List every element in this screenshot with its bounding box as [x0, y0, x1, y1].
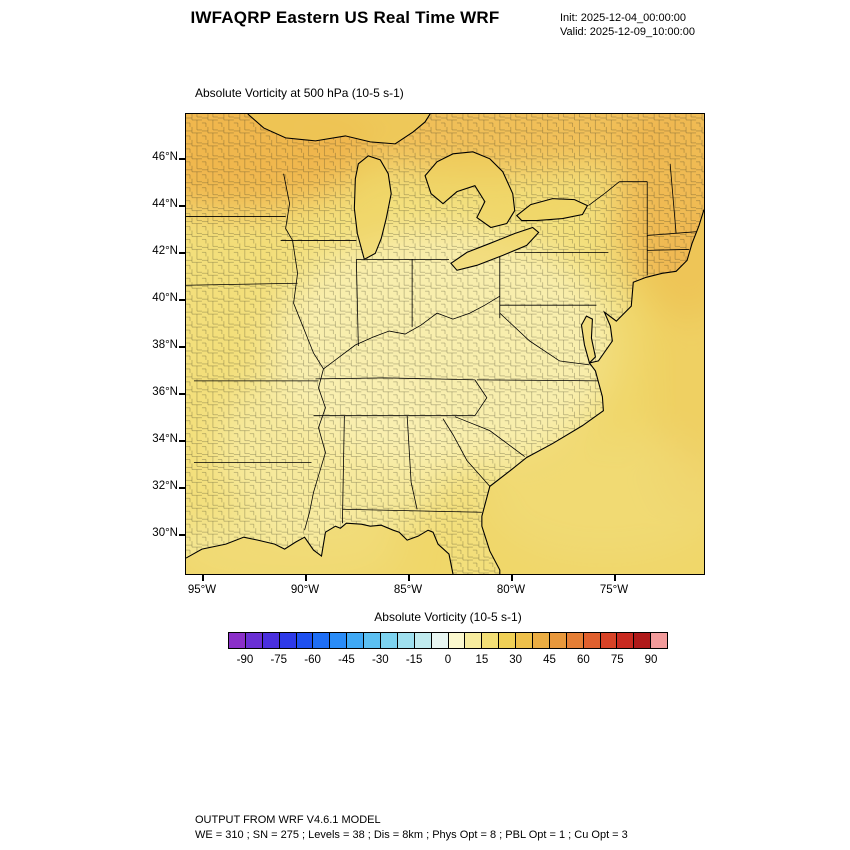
colorbar-segment [447, 632, 466, 649]
lat-tick-mark [179, 158, 186, 160]
lat-tick-mark [179, 346, 186, 348]
map-title: Absolute Vorticity at 500 hPa (10-5 s-1) [195, 86, 404, 100]
map-svg [186, 114, 704, 574]
page-title: IWFAQRP Eastern US Real Time WRF [190, 8, 500, 27]
colorbar-tick-label: 75 [610, 654, 624, 666]
lon-tick-mark [511, 574, 513, 581]
lat-tick-label: 38°N [152, 339, 178, 351]
lat-tick-mark [179, 299, 186, 301]
colorbar-segment [548, 632, 567, 649]
lon-tick-mark [305, 574, 307, 581]
state-borders [186, 163, 700, 531]
colorbar-segment [346, 632, 365, 649]
lat-tick-label: 32°N [152, 480, 178, 492]
colorbar-segment [278, 632, 297, 649]
lon-tick-label: 95°W [187, 584, 217, 596]
lat-tick-mark [179, 252, 186, 254]
lat-tick-mark [179, 205, 186, 207]
colorbar-segment [599, 632, 618, 649]
lat-tick-label: 34°N [152, 433, 178, 445]
valid-timestamp: Valid: 2025-12-09_10:00:00 [560, 25, 695, 38]
colorbar-segment [650, 632, 669, 649]
lon-tick-mark [614, 574, 616, 581]
colorbar-segment [430, 632, 449, 649]
lake-erie [450, 227, 539, 271]
colorbar-segment [616, 632, 635, 649]
lon-tick-label: 75°W [599, 584, 629, 596]
colorbar-tick-label: -30 [371, 654, 389, 666]
colorbar-segment [295, 632, 314, 649]
colorbar-segment [261, 632, 280, 649]
colorbar-segment [380, 632, 398, 649]
colorbar-tick-label: -45 [338, 654, 355, 666]
colorbar-segment [565, 632, 584, 649]
atlantic-ocean [481, 209, 704, 574]
colorbar-segment [532, 632, 550, 649]
colorbar-segment [413, 632, 432, 649]
gulf-of-mexico [186, 523, 453, 574]
lon-tick-label: 80°W [496, 584, 526, 596]
colorbar-segment [464, 632, 483, 649]
run-timestamps: Init: 2025-12-04_00:00:00 Valid: 2025-12… [560, 12, 695, 40]
colorbar-segment [312, 632, 331, 649]
colorbar-segment [633, 632, 652, 649]
lon-tick-label: 85°W [393, 584, 423, 596]
colorbar-tick-label: 60 [576, 654, 590, 666]
footer-model-line: OUTPUT FROM WRF V4.6.1 MODEL [195, 814, 381, 826]
colorbar-segment [228, 632, 246, 649]
lat-tick-label: 36°N [152, 386, 178, 398]
colorbar-segment [329, 632, 348, 649]
lat-tick-mark [179, 393, 186, 395]
lat-axis: 46°N 44°N 42°N 40°N 38°N 36°N 34°N 32°N 30°N [120, 113, 178, 575]
lat-tick-mark [179, 487, 186, 489]
lat-tick-mark [179, 440, 186, 442]
colorbar-tick-label: 15 [475, 654, 489, 666]
colorbar-segments [228, 632, 669, 649]
footer-config-line: WE = 310 ; SN = 275 ; Levels = 38 ; Dis … [195, 828, 628, 841]
coastline [186, 114, 704, 574]
map-canvas [179, 113, 705, 581]
lat-tick-label: 40°N [152, 292, 178, 304]
colorbar-tick-label: 90 [644, 654, 658, 666]
colorbar-tick-label: 30 [509, 654, 523, 666]
lake-huron [425, 151, 515, 228]
lat-tick-label: 30°N [152, 527, 178, 539]
colorbar-segment [498, 632, 517, 649]
colorbar-title: Absolute Vorticity (10-5 s-1) [374, 610, 522, 624]
lon-tick-label: 90°W [290, 584, 320, 596]
colorbar-segment [515, 632, 534, 649]
colorbar-segment [363, 632, 382, 649]
colorbar-segment [396, 632, 415, 649]
footer-notes: OUTPUT FROM WRF V4.6.1 MODEL WE = 310 ; … [195, 813, 628, 843]
colorbar-tick-label: -60 [304, 654, 321, 666]
colorbar-ticks: -90 -75 -60 -45 -30 -15 0 15 30 45 60 75 90 [228, 654, 668, 670]
colorbar-tick-label: -90 [236, 654, 254, 666]
init-timestamp: Init: 2025-12-04_00:00:00 [560, 12, 686, 24]
lon-tick-mark [202, 574, 204, 581]
lake-superior [247, 114, 431, 144]
colorbar-tick-label: -75 [270, 654, 288, 666]
colorbar-tick-label: -15 [405, 654, 423, 666]
lat-tick-label: 42°N [152, 245, 178, 257]
lon-tick-mark [408, 574, 410, 581]
water-areas [186, 114, 704, 574]
lat-tick-label: 44°N [152, 198, 178, 210]
colorbar-tick-label: 0 [444, 654, 452, 666]
colorbar-segment [244, 632, 263, 649]
lon-axis: 95°W 90°W 85°W 80°W 75°W [185, 578, 705, 596]
lat-tick-label: 46°N [152, 151, 178, 163]
lat-tick-mark [179, 534, 186, 536]
colorbar-segment [481, 632, 500, 649]
colorbar-tick-label: 45 [543, 654, 556, 666]
colorbar-segment [582, 632, 601, 649]
